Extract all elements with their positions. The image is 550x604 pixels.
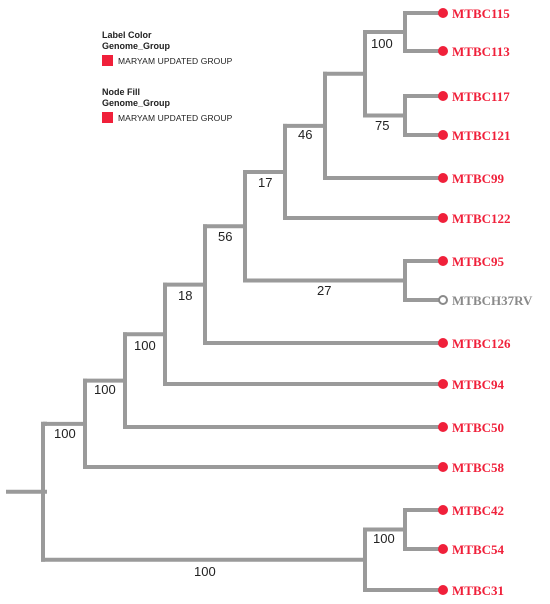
leaf-label: MTBC31 <box>452 583 504 598</box>
legend-item: MARYAM UPDATED GROUP <box>102 55 232 66</box>
legend-item-label: MARYAM UPDATED GROUP <box>118 55 233 66</box>
leaf-node <box>438 585 448 595</box>
leaf-node <box>438 213 448 223</box>
leaf-node <box>438 338 448 348</box>
leaf-label: MTBC50 <box>452 420 504 435</box>
legend-item: MARYAM UPDATED GROUP <box>102 112 232 123</box>
leaf-node <box>438 505 448 515</box>
leaf-node <box>438 46 448 56</box>
leaf-label: MTBC117 <box>452 89 510 104</box>
legend-item-label: MARYAM UPDATED GROUP <box>118 112 233 123</box>
legend-node-fill: Node Fill Genome_Group MARYAM UPDATED GR… <box>102 87 232 123</box>
leaf-node <box>438 173 448 183</box>
leaf-node <box>438 130 448 140</box>
leaf-label: MTBC115 <box>452 6 510 21</box>
leaf-node <box>438 91 448 101</box>
support-value: 100 <box>134 338 156 353</box>
support-value: 75 <box>375 118 389 133</box>
leaf-node <box>438 422 448 432</box>
support-value: 100 <box>373 531 395 546</box>
legend-title: Node Fill <box>102 87 140 97</box>
tree-leaves: MTBC115 MTBC113 MTBC117 MTBC121 MTBC99 MTBC12… <box>438 6 533 598</box>
leaf-label: MTBC95 <box>452 254 505 269</box>
legend-swatch <box>102 112 113 123</box>
leaf-label: MTBC126 <box>452 336 511 351</box>
legend-subtitle: Genome_Group <box>102 98 171 108</box>
legend-subtitle: Genome_Group <box>102 41 171 51</box>
leaf-node <box>438 256 448 266</box>
leaf-label: MTBC99 <box>452 171 505 186</box>
support-value: 46 <box>298 127 312 142</box>
legend-title: Label Color <box>102 30 152 40</box>
support-value: 100 <box>94 382 116 397</box>
tree-branches <box>6 11 445 592</box>
leaf-label: MTBC42 <box>452 503 504 518</box>
leaf-node <box>438 8 448 18</box>
support-value: 17 <box>258 175 272 190</box>
support-value: 100 <box>194 564 216 579</box>
leaf-label: MTBC121 <box>452 128 511 143</box>
legend-swatch <box>102 55 113 66</box>
leaf-label: MTBC122 <box>452 211 511 226</box>
leaf-node <box>438 544 448 554</box>
support-value: 100 <box>54 426 76 441</box>
leaf-label: MTBCH37RV <box>452 293 533 308</box>
support-value: 100 <box>371 36 393 51</box>
support-value: 27 <box>317 283 331 298</box>
leaf-node <box>438 295 448 305</box>
leaf-label: MTBC94 <box>452 377 505 392</box>
leaf-label: MTBC58 <box>452 460 505 475</box>
legend-label-color: Label Color Genome_Group MARYAM UPDATED … <box>102 30 232 66</box>
leaf-node <box>438 462 448 472</box>
leaf-node <box>438 379 448 389</box>
support-value: 18 <box>178 288 192 303</box>
leaf-label: MTBC113 <box>452 44 510 59</box>
leaf-label: MTBC54 <box>452 542 505 557</box>
support-values: 100 75 46 17 56 27 18 100 100 100 100 100 <box>54 36 395 579</box>
support-value: 56 <box>218 229 232 244</box>
